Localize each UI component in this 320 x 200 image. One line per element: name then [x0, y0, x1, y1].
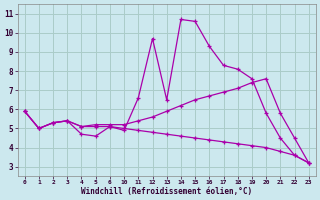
- X-axis label: Windchill (Refroidissement éolien,°C): Windchill (Refroidissement éolien,°C): [81, 187, 252, 196]
